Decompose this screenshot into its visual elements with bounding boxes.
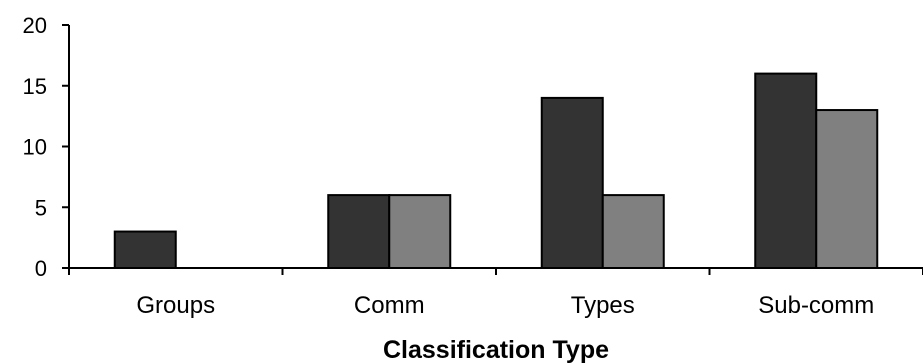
y-tick-label: 10	[23, 135, 47, 160]
y-axis-ticks: 0 5 10 15 20	[23, 13, 69, 281]
bar-series1-groups	[113, 230, 177, 270]
bar-series2-sub-comm	[815, 109, 879, 269]
category-labels: Groups Comm Types Sub-comm	[136, 292, 874, 319]
x-tick-label: Groups	[136, 292, 215, 319]
bar-series1-types	[540, 96, 604, 270]
y-tick-label: 5	[35, 195, 47, 220]
x-axis-title: Classification Type	[383, 336, 609, 363]
x-tick-label: Sub-comm	[758, 292, 874, 319]
x-tick-label: Comm	[354, 292, 425, 319]
bars	[113, 72, 879, 270]
bar-series2-types	[601, 194, 665, 270]
y-tick-label: 20	[23, 13, 47, 38]
x-tick-label: Types	[571, 292, 635, 319]
bar-series1-sub-comm	[754, 72, 818, 269]
y-tick-label: 0	[35, 256, 47, 281]
bar-series2-comm	[388, 194, 452, 270]
bar-series1-comm	[327, 194, 391, 270]
y-tick-label: 15	[23, 74, 47, 99]
x-axis-ticks	[68, 268, 923, 275]
